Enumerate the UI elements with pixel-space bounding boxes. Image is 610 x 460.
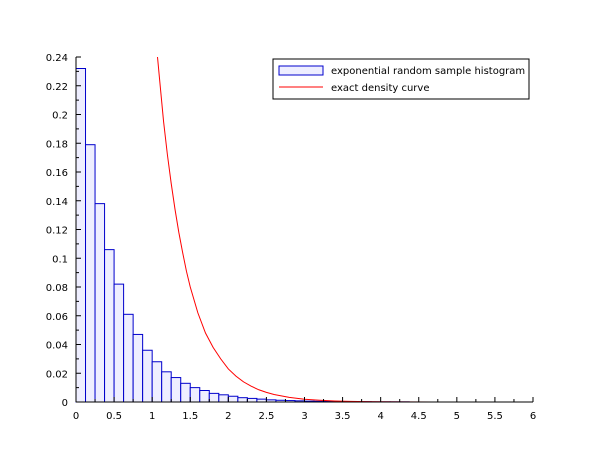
- histogram-bar: [85, 144, 96, 403]
- y-tick-label: 0.16: [46, 168, 68, 179]
- y-tick-label: 0.02: [46, 369, 68, 380]
- histogram-bar: [246, 397, 258, 403]
- x-tick-label: 3.5: [335, 411, 351, 422]
- legend: exponential random sample histogram exac…: [272, 58, 530, 100]
- x-tick-label: 5: [454, 411, 460, 422]
- histogram-bar: [113, 283, 125, 403]
- y-tick-label: 0.24: [46, 53, 68, 64]
- histogram-bar: [104, 249, 115, 403]
- histogram-bar: [208, 392, 220, 403]
- legend-histogram-label: exponential random sample histogram: [331, 66, 525, 77]
- y-tick-label: 0.2: [52, 111, 68, 122]
- histogram-bar: [161, 371, 172, 403]
- y-tick-label: 0.14: [46, 197, 68, 208]
- histogram-bar: [132, 333, 144, 403]
- x-ticks: 0 0.5 1 1.5 2 2.5 3 3.5 4 4.5 5 5.5 6: [73, 397, 536, 422]
- y-tick-label: 0.08: [46, 283, 68, 294]
- x-tick-label: 4: [377, 411, 383, 422]
- histogram-bar: [227, 395, 239, 403]
- x-tick-label: 5.5: [487, 411, 503, 422]
- y-tick-label: 0.12: [46, 226, 68, 237]
- histogram-bar: [75, 68, 87, 403]
- histogram-bar: [151, 361, 163, 403]
- x-tick-label: 0: [73, 411, 79, 422]
- histogram-bar: [237, 397, 248, 403]
- density-curve-layer: [157, 56, 480, 403]
- histogram-bars: [75, 68, 410, 403]
- x-tick-label: 0.5: [106, 411, 122, 422]
- x-tick-label: 2: [225, 411, 231, 422]
- histogram-bar: [199, 390, 210, 403]
- histogram-bar: [189, 387, 201, 403]
- histogram-bar: [94, 203, 106, 403]
- y-tick-label: 0.06: [46, 312, 68, 323]
- y-tick-label: 0.1: [52, 254, 68, 265]
- y-ticks: 0 0.02 0.04 0.06 0.08 0.1 0.12 0.14 0.16 0.18 0.2 0…: [46, 53, 81, 409]
- density-curve: [157, 56, 480, 403]
- x-tick-label: 1: [149, 411, 155, 422]
- histogram-bar: [142, 349, 153, 403]
- y-tick-label: 0: [62, 398, 68, 409]
- x-tick-label: 2.5: [258, 411, 274, 422]
- legend-histogram-swatch: [278, 65, 324, 76]
- histogram-bar: [123, 313, 134, 403]
- histogram-bar: [180, 382, 191, 403]
- x-tick-label: 4.5: [411, 411, 427, 422]
- histogram-bar: [170, 377, 182, 403]
- y-tick-label: 0.18: [46, 139, 68, 150]
- y-tick-label: 0.04: [46, 341, 68, 352]
- x-tick-label: 1.5: [182, 411, 198, 422]
- legend-curve-label: exact density curve: [331, 83, 429, 94]
- x-tick-label: 3: [301, 411, 307, 422]
- y-tick-label: 0.22: [46, 82, 68, 93]
- x-tick-label: 6: [530, 411, 536, 422]
- histogram-bar: [218, 394, 229, 403]
